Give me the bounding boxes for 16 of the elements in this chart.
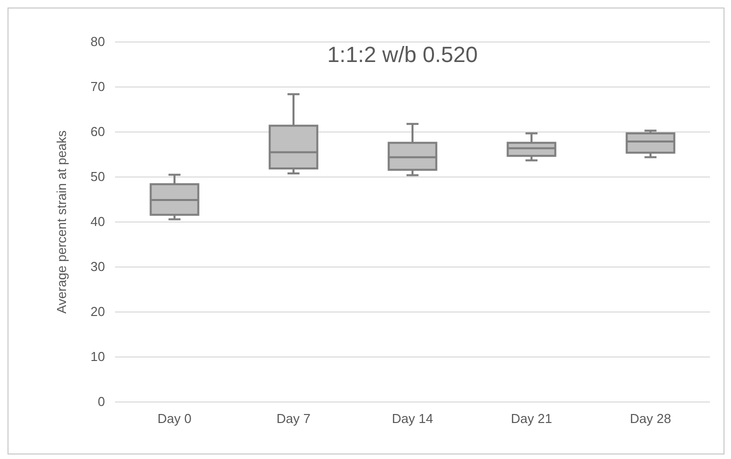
y-tick-label: 30: [90, 259, 105, 274]
y-tick-label: 70: [90, 79, 105, 94]
y-tick-label: 40: [90, 214, 105, 230]
x-tick-label: Day 28: [630, 411, 672, 426]
y-axis-title: Average percent strain at peaks: [54, 130, 69, 314]
y-tick-label: 10: [90, 349, 105, 364]
y-tick-label: 80: [90, 34, 105, 50]
x-tick-label: Day 0: [158, 411, 192, 426]
chart-title: 1:1:2 w/b 0.520: [327, 42, 478, 67]
x-tick-label: Day 7: [276, 411, 310, 426]
y-tick-label: 0: [98, 394, 105, 410]
x-tick-label: Day 14: [392, 411, 434, 426]
y-tick-label: 20: [90, 304, 105, 320]
y-tick-label: 50: [90, 169, 105, 184]
y-tick-label: 60: [90, 124, 105, 140]
x-tick-label: Day 21: [510, 411, 552, 426]
